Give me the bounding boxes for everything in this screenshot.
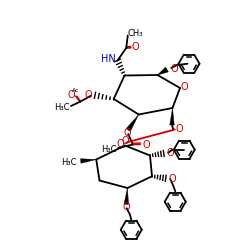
Text: H₃C: H₃C xyxy=(101,144,116,154)
Text: O: O xyxy=(142,140,150,149)
Text: HN: HN xyxy=(101,54,116,64)
Text: O: O xyxy=(68,90,76,100)
Text: O: O xyxy=(116,139,124,149)
Text: O: O xyxy=(167,148,174,158)
Text: H₃C: H₃C xyxy=(62,158,77,167)
Text: O: O xyxy=(124,128,132,138)
Text: O: O xyxy=(121,136,129,146)
Polygon shape xyxy=(170,108,174,125)
Text: O: O xyxy=(181,82,188,92)
Text: O: O xyxy=(85,90,92,100)
Text: H₃C: H₃C xyxy=(54,102,69,112)
Text: O: O xyxy=(123,202,130,212)
Polygon shape xyxy=(126,114,139,132)
Text: O: O xyxy=(169,174,176,184)
Text: Ac: Ac xyxy=(72,88,79,92)
Text: O: O xyxy=(175,124,183,134)
Text: O: O xyxy=(132,42,140,52)
Polygon shape xyxy=(80,159,96,163)
Polygon shape xyxy=(158,67,168,75)
Text: CH₃: CH₃ xyxy=(128,29,143,38)
Text: O: O xyxy=(170,64,178,74)
Polygon shape xyxy=(124,188,128,204)
